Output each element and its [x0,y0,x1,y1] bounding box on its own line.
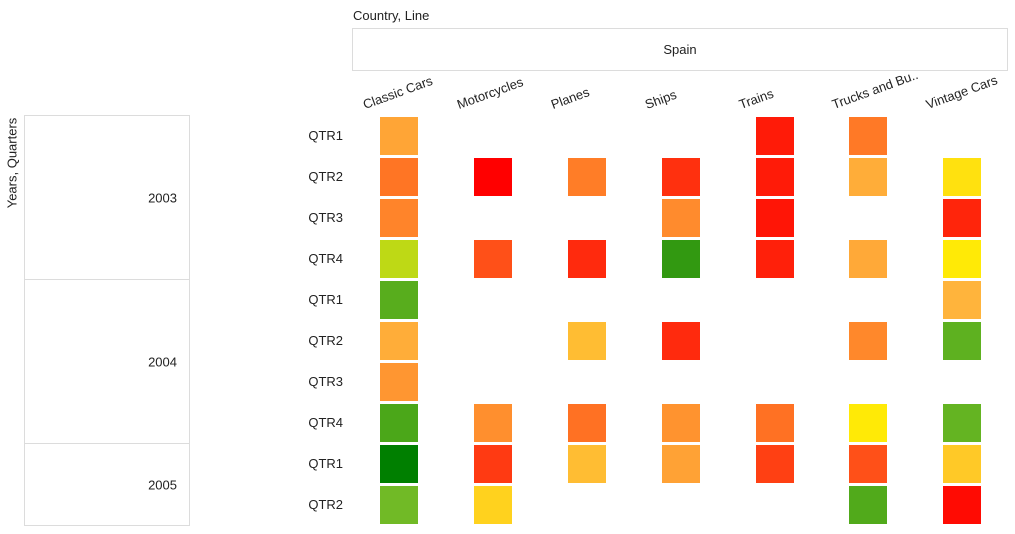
column-label-planes[interactable]: Planes [548,84,592,112]
column-label-ships[interactable]: Ships [642,86,679,112]
row-label-qtr3: QTR3 [308,374,343,389]
column-label-trains[interactable]: Trains [736,85,776,112]
heatmap-cell[interactable] [380,281,418,319]
heatmap-cell[interactable] [756,117,794,155]
heatmap-cell[interactable] [662,240,700,278]
heatmap-cell[interactable] [849,486,887,524]
heatmap-cell[interactable] [943,445,981,483]
heatmap-cell[interactable] [662,445,700,483]
heatmap-cell[interactable] [943,158,981,196]
heatmap-cell[interactable] [756,240,794,278]
row-dimension-title: Years, Quarters [4,117,20,209]
heatmap-cell[interactable] [474,486,512,524]
heatmap-cell[interactable] [849,117,887,155]
heatmap-cell[interactable] [380,404,418,442]
row-label-qtr1: QTR1 [308,456,343,471]
country-label: Spain [663,42,697,57]
heatmap-cell[interactable] [849,445,887,483]
row-label-qtr3: QTR3 [308,210,343,225]
heatmap-cell[interactable] [849,322,887,360]
row-label-qtr2: QTR2 [308,169,343,184]
heatmap-cell[interactable] [756,199,794,237]
column-label-vintage-cars[interactable]: Vintage Cars [923,72,1000,112]
heatmap-cell[interactable] [380,117,418,155]
year-label: 2004 [148,354,177,369]
heatmap-cell[interactable] [849,240,887,278]
heatmap-cell[interactable] [380,158,418,196]
row-label-qtr2: QTR2 [308,497,343,512]
row-label-qtr2: QTR2 [308,333,343,348]
heatmap-cell[interactable] [380,486,418,524]
column-label-classic-cars[interactable]: Classic Cars [360,72,435,112]
year-group-2003[interactable]: 2003 [24,115,190,280]
heatmap-cell[interactable] [568,240,606,278]
heatmap-cell[interactable] [474,445,512,483]
heatmap-cell[interactable] [943,404,981,442]
heatmap-cell[interactable] [568,445,606,483]
heatmap-cell[interactable] [568,322,606,360]
heatmap-cell[interactable] [849,404,887,442]
row-label-qtr4: QTR4 [308,415,343,430]
heatmap-cell[interactable] [380,240,418,278]
column-dimension-title: Country, Line [353,8,430,23]
year-label: 2003 [148,190,177,205]
country-header-spain[interactable]: Spain [352,28,1008,71]
heatmap-cell[interactable] [662,322,700,360]
heatmap-cell[interactable] [568,404,606,442]
heatmap-cell[interactable] [662,199,700,237]
heatmap-cell[interactable] [943,199,981,237]
heatmap-cell[interactable] [943,486,981,524]
heatmap-cell[interactable] [474,404,512,442]
row-label-qtr1: QTR1 [308,128,343,143]
year-group-2005[interactable]: 2005 [24,443,190,526]
heatmap-cell[interactable] [568,158,606,196]
heatmap-cell[interactable] [380,363,418,401]
column-label-motorcycles[interactable]: Motorcycles [454,74,526,112]
heatmap-cell[interactable] [380,445,418,483]
heatmap-cell[interactable] [849,158,887,196]
heatmap-cell[interactable] [943,240,981,278]
heatmap-cell[interactable] [943,281,981,319]
heatmap-cell[interactable] [662,404,700,442]
heatmap-cell[interactable] [943,322,981,360]
row-label-qtr4: QTR4 [308,251,343,266]
heatmap-cell[interactable] [380,322,418,360]
heatmap-cell[interactable] [756,445,794,483]
heatmap-cell[interactable] [474,240,512,278]
heatmap-cell[interactable] [756,404,794,442]
heatmap-cell[interactable] [380,199,418,237]
year-label: 2005 [148,477,177,492]
column-label-trucks-and-bu[interactable]: Trucks and Bu.. [829,66,921,112]
heatmap-cell[interactable] [756,158,794,196]
row-label-qtr1: QTR1 [308,292,343,307]
heatmap-cell[interactable] [662,158,700,196]
heatmap-cell[interactable] [474,158,512,196]
year-group-2004[interactable]: 2004 [24,279,190,444]
